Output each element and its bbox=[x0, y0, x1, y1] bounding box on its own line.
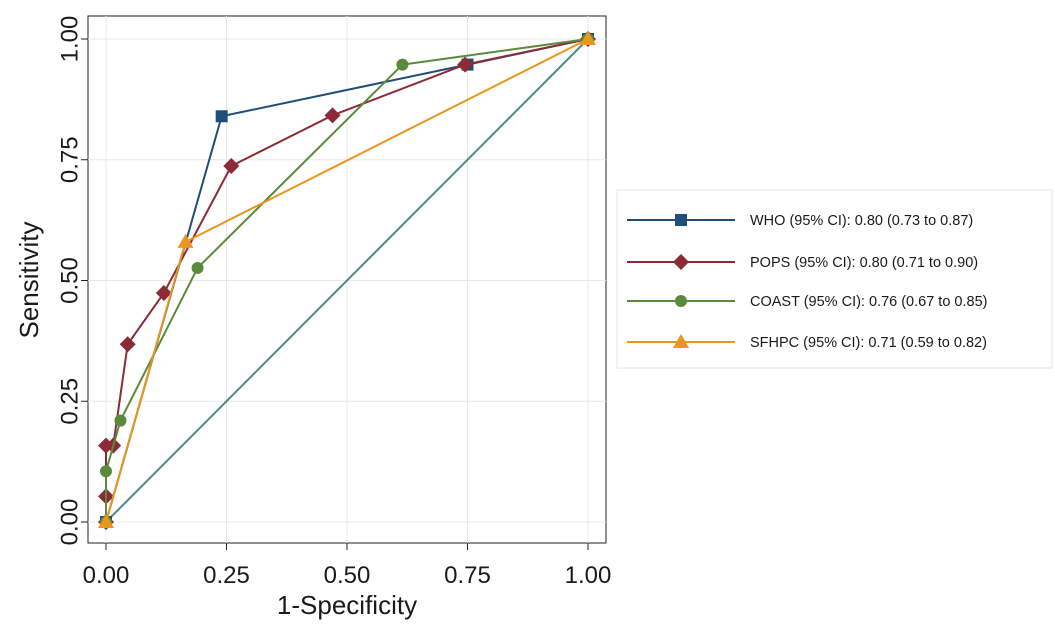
series-layer bbox=[98, 31, 596, 530]
data-point bbox=[191, 261, 204, 274]
reference-line bbox=[105, 38, 589, 523]
axes: 0.00 0.25 0.50 0.75 1.00 0.00 0.25 0.50 0.75 1.00 bbox=[56, 16, 611, 589]
legend-entry-2: COAST (95% CI): 0.76 (0.67 to 0.85) bbox=[627, 294, 987, 310]
series-2 bbox=[100, 33, 594, 528]
legend-label: WHO (95% CI): 0.80 (0.73 to 0.87) bbox=[750, 213, 973, 229]
data-point bbox=[223, 158, 240, 175]
legend-entry-0: WHO (95% CI): 0.80 (0.73 to 0.87) bbox=[627, 213, 973, 229]
legend-marker bbox=[675, 295, 687, 307]
data-point bbox=[98, 514, 114, 528]
reference-diagonal bbox=[105, 38, 589, 523]
data-point bbox=[396, 58, 409, 71]
y-axis-title: Sensitivity bbox=[14, 221, 44, 338]
y-tick-label: 0.75 bbox=[56, 136, 83, 183]
y-tick-label: 0.50 bbox=[56, 257, 83, 304]
legend-label: POPS (95% CI): 0.80 (0.71 to 0.90) bbox=[750, 255, 978, 271]
x-tick-label: 1.00 bbox=[565, 562, 612, 589]
x-axis-title: 1-Specificity bbox=[277, 590, 417, 620]
legend-label: COAST (95% CI): 0.76 (0.67 to 0.85) bbox=[750, 294, 987, 310]
legend-label: SFHPC (95% CI): 0.71 (0.59 to 0.82) bbox=[750, 335, 987, 351]
y-tick-label: 0.00 bbox=[56, 499, 83, 546]
data-point bbox=[100, 465, 112, 478]
x-tick-label: 0.75 bbox=[444, 562, 491, 589]
legend-marker bbox=[673, 254, 689, 270]
x-tick-label: 0.50 bbox=[324, 562, 371, 589]
series-line bbox=[105, 38, 589, 522]
y-tick-label: 0.25 bbox=[56, 378, 83, 425]
x-tick-label: 0.00 bbox=[83, 562, 130, 589]
data-point bbox=[324, 107, 341, 124]
x-tick-label: 0.25 bbox=[203, 562, 250, 589]
data-point bbox=[580, 31, 596, 45]
data-point bbox=[119, 336, 136, 353]
series-3 bbox=[98, 31, 596, 528]
data-point bbox=[155, 285, 172, 302]
data-point bbox=[177, 233, 194, 248]
legend-entry-1: POPS (95% CI): 0.80 (0.71 to 0.90) bbox=[627, 254, 978, 271]
legend-marker bbox=[675, 214, 687, 226]
legend-marker bbox=[673, 334, 689, 348]
data-point bbox=[457, 56, 474, 73]
legend-entry-3: SFHPC (95% CI): 0.71 (0.59 to 0.82) bbox=[627, 334, 987, 351]
y-tick-label: 1.00 bbox=[56, 16, 83, 63]
legend: WHO (95% CI): 0.80 (0.73 to 0.87) POPS (9… bbox=[616, 189, 1053, 369]
data-point bbox=[114, 414, 127, 427]
data-point bbox=[215, 110, 228, 123]
